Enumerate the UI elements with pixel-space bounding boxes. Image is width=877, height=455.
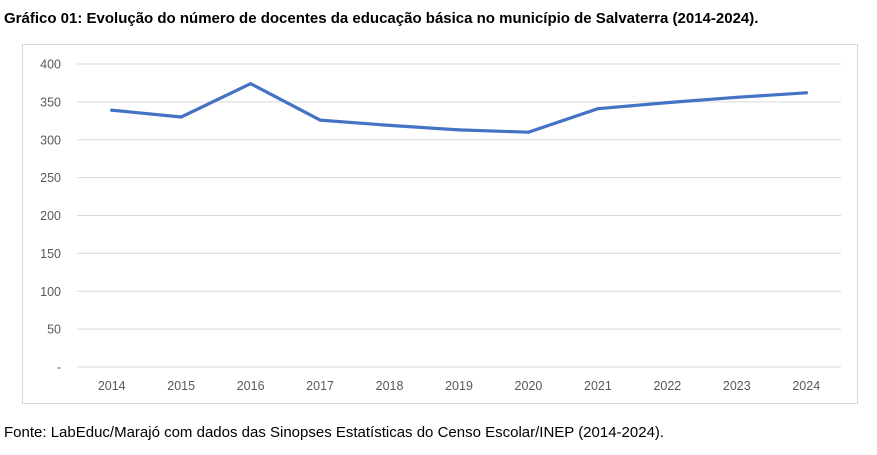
x-tick-label-2024: 2024 — [792, 379, 820, 393]
chart-frame: 400 350 300 250 200 150 100 50 - 2014 2015 2016 2017… — [22, 44, 858, 404]
x-tick-label-2017: 2017 — [306, 379, 334, 393]
y-tick-label-0: - — [57, 361, 61, 375]
source-note: Fonte: LabEduc/Marajó com dados das Sino… — [4, 424, 665, 441]
chart-title: Gráfico 01: Evolução do número de docent… — [4, 10, 759, 27]
x-tick-label-2016: 2016 — [237, 379, 265, 393]
data-point-2017 — [318, 118, 322, 122]
x-tick-label-2023: 2023 — [723, 379, 751, 393]
data-point-2016 — [249, 82, 253, 86]
data-point-2020 — [526, 130, 531, 134]
data-point-2018 — [387, 123, 392, 127]
y-tick-label-200: 200 — [40, 209, 61, 223]
y-tick-label-400: 400 — [40, 58, 61, 72]
y-tick-label-350: 350 — [40, 95, 61, 109]
line-chart: 400 350 300 250 200 150 100 50 - 2014 2015 2016 2017… — [40, 58, 841, 393]
y-tick-label-250: 250 — [40, 171, 61, 185]
x-tick-label-2020: 2020 — [515, 379, 543, 393]
y-tick-label-100: 100 — [40, 285, 61, 299]
data-point-2022 — [665, 101, 669, 105]
series-line-0 — [110, 82, 808, 134]
x-tick-label-2014: 2014 — [98, 379, 126, 393]
x-tick-label-2019: 2019 — [445, 379, 473, 393]
x-tick-label-2022: 2022 — [653, 379, 681, 393]
data-point-2014 — [110, 108, 114, 112]
y-tick-label-50: 50 — [47, 323, 61, 337]
y-tick-label-150: 150 — [40, 247, 61, 261]
y-tick-label-300: 300 — [40, 133, 61, 147]
data-point-2021 — [596, 107, 600, 111]
data-point-2015 — [179, 115, 183, 119]
data-point-2024 — [804, 91, 808, 95]
data-point-2019 — [457, 128, 461, 132]
x-tick-label-2018: 2018 — [376, 379, 404, 393]
x-tick-label-2015: 2015 — [167, 379, 195, 393]
data-point-2023 — [735, 95, 739, 99]
x-tick-label-2021: 2021 — [584, 379, 612, 393]
